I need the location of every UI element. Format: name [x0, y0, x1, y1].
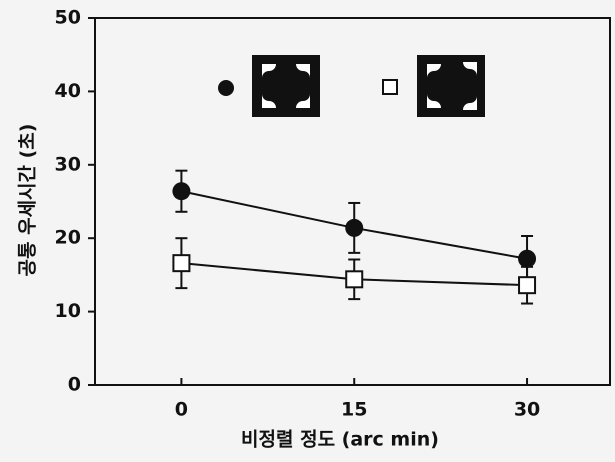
x-tick-label: 15: [341, 399, 367, 421]
y-tick-label: 50: [55, 7, 81, 29]
y-tick-label: 30: [55, 153, 81, 175]
chart: 비정렬 정도 (arc min) 공통 우세시간 (초) 0 10 20 30 40 50…: [0, 0, 615, 462]
legend: [218, 55, 485, 117]
legend-marker: [383, 80, 397, 94]
y-axis-label: 공통 우세시간 (초): [17, 124, 39, 277]
data-point: [346, 271, 362, 287]
x-axis-label: 비정렬 정도 (arc min): [241, 429, 439, 451]
data-point: [519, 277, 535, 293]
legend-marker: [218, 80, 234, 96]
data-point: [345, 219, 363, 237]
data-point: [173, 255, 189, 271]
y-tick-label: 10: [55, 300, 81, 322]
y-tick-label: 0: [68, 374, 81, 396]
x-tick-label: 30: [514, 399, 540, 421]
x-tick-label: 0: [175, 399, 188, 421]
y-tick-label: 20: [55, 227, 81, 249]
data-point: [518, 250, 536, 268]
y-tick-label: 40: [55, 80, 81, 102]
data-point: [172, 182, 190, 200]
plot-frame: [95, 18, 610, 385]
